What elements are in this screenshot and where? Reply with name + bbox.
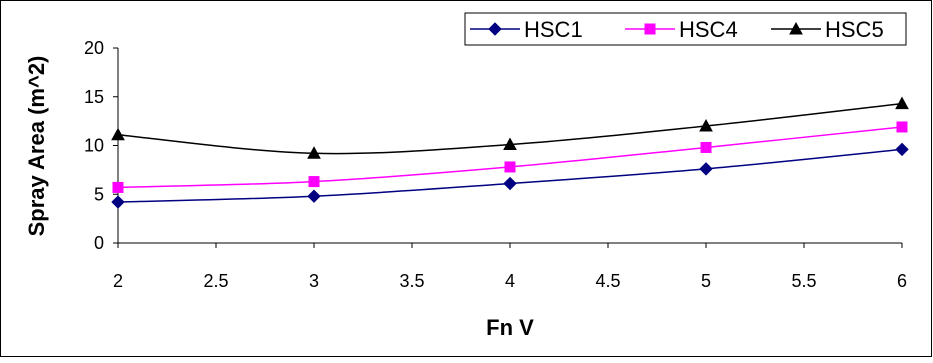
data-point: [503, 137, 517, 151]
legend-item-hsc1[interactable]: HSC1: [470, 17, 583, 42]
legend-marker: [644, 23, 656, 35]
x-tick-label: 4.5: [595, 271, 620, 291]
data-point: [307, 146, 321, 159]
y-tick-label: 15: [84, 87, 104, 107]
legend-marker: [789, 21, 803, 35]
series-layer: [111, 96, 909, 209]
data-point: [307, 189, 321, 203]
legend-box[interactable]: [464, 12, 907, 46]
data-point: [111, 195, 125, 209]
legend-label: HSC5: [825, 17, 884, 42]
y-tick-label: 20: [84, 38, 104, 58]
legend[interactable]: HSC1 HSC4 HSC5: [464, 12, 907, 46]
legend-item-hsc5[interactable]: HSC5: [771, 17, 884, 42]
y-tick-label: 0: [94, 233, 104, 253]
x-tick-label: 5.5: [791, 271, 816, 291]
series-hsc4: [112, 121, 908, 193]
data-point: [111, 127, 125, 141]
y-axis-title: Spray Area (m^2): [24, 56, 49, 237]
x-tick-label: 4: [505, 271, 515, 291]
y-tick-label: 5: [94, 184, 104, 204]
data-point: [699, 162, 713, 176]
data-point: [895, 96, 909, 110]
x-tick-label: 2.5: [203, 271, 228, 291]
data-point: [308, 176, 320, 188]
x-tick-label: 5: [701, 271, 711, 291]
legend-marker: [488, 22, 502, 36]
legend-item-hsc4[interactable]: HSC4: [625, 17, 738, 42]
legend-label: HSC1: [524, 17, 583, 42]
series-hsc5: [111, 96, 909, 159]
data-point: [504, 161, 516, 173]
data-point: [503, 176, 517, 191]
series-hsc1: [111, 142, 909, 209]
axes: 0 5 10 15 20 2 2.5 3 3.5 4 4.5 5 5.5 6: [84, 38, 907, 291]
x-axis-title: Fn V: [486, 315, 534, 340]
y-tick-label: 10: [84, 136, 104, 156]
data-point: [699, 118, 713, 132]
data-point: [896, 121, 908, 133]
data-point: [112, 181, 124, 193]
x-tick-label: 3.5: [399, 271, 424, 291]
data-point: [700, 141, 712, 153]
legend-label: HSC4: [679, 17, 738, 42]
x-tick-label: 3: [309, 271, 319, 291]
data-point: [895, 142, 909, 157]
x-tick-label: 6: [897, 271, 907, 291]
x-tick-label: 2: [113, 271, 123, 291]
